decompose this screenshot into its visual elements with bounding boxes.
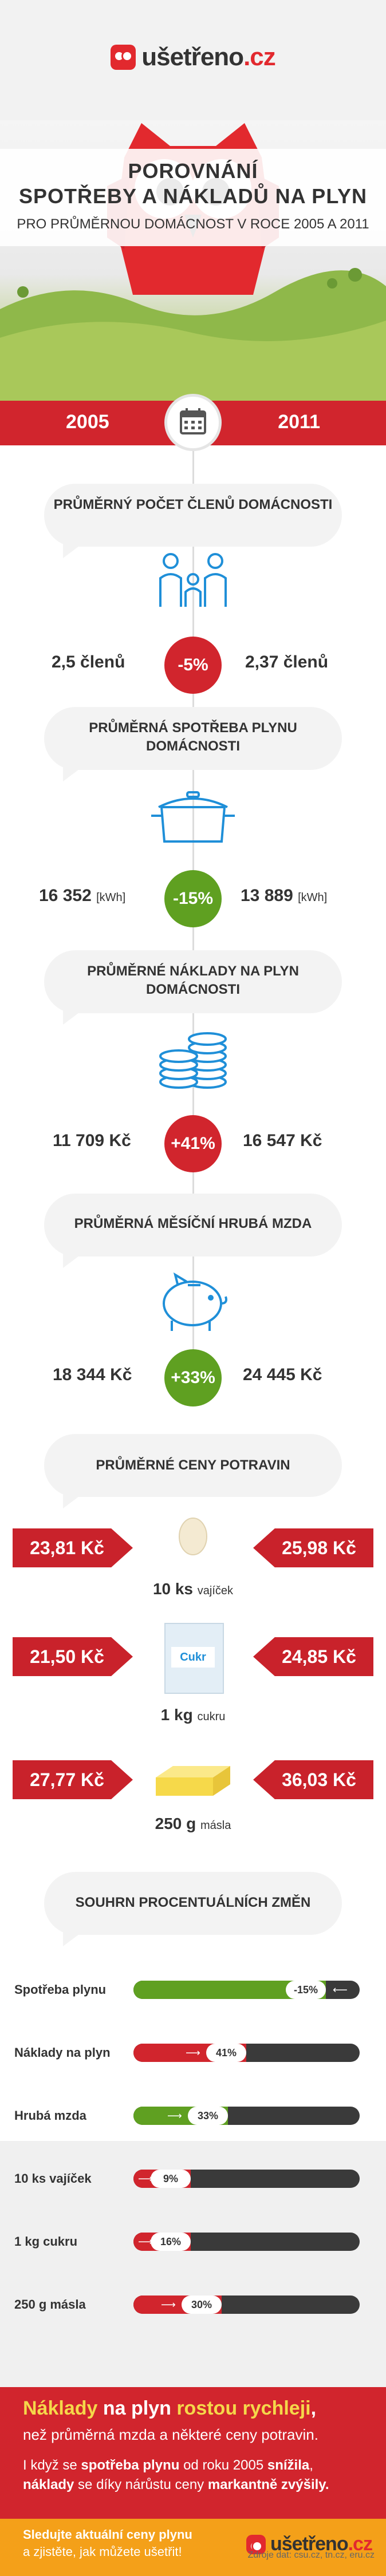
- arrow-right-icon: ⟶: [167, 2110, 182, 2121]
- summary-bar: 16% ⟶: [133, 2233, 360, 2251]
- section-bubble-summary: [44, 1872, 342, 1935]
- hero-title-line1: POROVNÁNÍ: [128, 159, 258, 183]
- section-bubble-food: [44, 1434, 342, 1497]
- section-title-summary: SOUHRN PROCENTUÁLNÍCH ZMĚN: [75, 1895, 311, 1910]
- year-left: 2005: [66, 411, 109, 433]
- conclusion-text: I když se spotřeba plynu od roku 2005 sn…: [23, 2458, 329, 2492]
- section-title-household-members: PRŮMĚRNÝ POČET ČLENŮ DOMÁCNOSTI: [53, 497, 333, 512]
- year-right: 2011: [278, 411, 320, 433]
- bubble-tail: [63, 1251, 86, 1268]
- section-title-wage: PRŮMĚRNÁ MĚSÍČNÍ HRUBÁ MZDA: [74, 1216, 312, 1231]
- logo-text: ušetřeno.cz: [141, 43, 276, 71]
- value-2005-members: 2,5 členů: [52, 653, 125, 671]
- caption-butter: 250 g másla: [155, 1815, 231, 1832]
- price-tag-2011-butter: 36,03 Kč: [253, 1760, 373, 1799]
- bubble-tail: [63, 1008, 86, 1025]
- change-badge-wage: +33%: [164, 1349, 222, 1406]
- summary-label: 1 kg cukru: [14, 2234, 78, 2249]
- summary-bar: 30% ⟶: [133, 2296, 360, 2314]
- section-title-gas-consumption: PRŮMĚRNÁ SPOTŘEBA PLYNU DOMÁCNOSTI: [89, 720, 297, 754]
- site-logo[interactable]: ušetřeno.cz: [0, 40, 386, 74]
- piggy-bank-icon: [163, 1272, 227, 1331]
- bubble-tail: [63, 1929, 86, 1946]
- caption-sugar: 1 kg cukru: [160, 1706, 226, 1724]
- summary-value: 41%: [206, 2044, 246, 2062]
- section-bubble-wage: [44, 1194, 342, 1257]
- summary-bar: 33% ⟶: [133, 2107, 360, 2125]
- cta-text[interactable]: Sledujte aktuální ceny plynu a zjistěte, …: [23, 2527, 192, 2559]
- owl-logo-icon: [246, 2534, 266, 2554]
- arrow-right-icon: ⟶: [186, 2047, 200, 2059]
- bubble-tail: [63, 1491, 86, 1508]
- section-bubble-gas-costs: [44, 950, 342, 1013]
- data-source-note: Zdroje dat: csu.cz, tn.cz, eru.cz: [247, 2550, 375, 2560]
- price-tag-2011-sugar: 24,85 Kč: [253, 1637, 373, 1676]
- price-tag-2011-eggs: 25,98 Kč: [253, 1528, 373, 1567]
- header: [0, 0, 386, 120]
- caption-eggs: 10 ks vajíček: [152, 1580, 234, 1598]
- summary-value: 30%: [182, 2296, 222, 2314]
- change-badge-consumption: -15%: [164, 870, 222, 927]
- arrow-right-icon: ⟶: [138, 2173, 153, 2184]
- arrow-right-icon: ⟶: [161, 2299, 176, 2310]
- summary-label: 10 ks vajíček: [14, 2171, 92, 2186]
- value-2005-consumption: 16 352 [kWh]: [39, 886, 126, 905]
- value-2005-costs: 11 709 Kč: [53, 1131, 131, 1150]
- summary-value: 9%: [151, 2170, 191, 2188]
- coins-icon: [159, 1032, 227, 1089]
- family-icon: [159, 553, 227, 607]
- hills-illustration: [0, 268, 386, 401]
- sugar-label: Cukr: [171, 1647, 215, 1668]
- summary-label: Náklady na plyn: [14, 2045, 111, 2060]
- summary-bar: -15% ⟵: [133, 1981, 360, 1999]
- calendar-icon: [164, 394, 222, 451]
- section-bubble-gas-consumption: [44, 707, 342, 770]
- hero-title-line2: SPOTŘEBY A NÁKLADŮ NA PLYN: [18, 184, 368, 208]
- hero-subtitle: PRO PRŮMĚRNOU DOMÁCNOST V ROCE 2005 A 20…: [17, 216, 369, 232]
- change-badge-costs: +41%: [164, 1115, 222, 1172]
- section-bubble-household-members: [44, 484, 342, 547]
- summary-value: 16%: [151, 2233, 191, 2251]
- pot-icon: [151, 791, 235, 843]
- conclusion-panel: [0, 2387, 386, 2519]
- price-tag-2005-sugar: 21,50 Kč: [13, 1637, 133, 1676]
- change-badge-members: -5%: [164, 637, 222, 694]
- price-tag-2005-eggs: 23,81 Kč: [13, 1528, 133, 1567]
- summary-bar: 9% ⟶: [133, 2170, 360, 2188]
- value-2011-members: 2,37 členů: [245, 653, 329, 671]
- arrow-right-icon: ⟶: [138, 2236, 153, 2247]
- value-2011-wage: 24 445 Kč: [243, 1365, 322, 1384]
- value-2011-costs: 16 547 Kč: [243, 1131, 322, 1150]
- footer-logo-text: ušetřeno.cz: [270, 2533, 373, 2555]
- butter-icon: [156, 1766, 230, 1796]
- hero-title-panel: [0, 149, 386, 246]
- summary-value: -15%: [286, 1981, 326, 1999]
- bubble-tail: [63, 764, 86, 781]
- bubble-tail: [63, 541, 86, 558]
- summary-label: 250 g másla: [14, 2297, 86, 2312]
- section-title-food: PRŮMĚRNÉ CENY POTRAVIN: [96, 1457, 290, 1473]
- summary-label: Hrubá mzda: [14, 2108, 86, 2123]
- owl-logo-icon: [111, 45, 136, 70]
- summary-value: 33%: [188, 2107, 228, 2125]
- price-tag-2005-butter: 27,77 Kč: [13, 1760, 133, 1799]
- footer-logo[interactable]: ušetřeno.cz: [246, 2533, 373, 2555]
- arrow-left-icon: ⟵: [333, 1984, 348, 1996]
- egg-icon: [179, 1518, 207, 1555]
- section-title-gas-costs: PRŮMĚRNÉ NÁKLADY NA PLYN DOMÁCNOSTI: [87, 963, 299, 997]
- conclusion-headline: Náklady na plyn rostou rychleji, než prům…: [23, 2397, 318, 2443]
- summary-bar: 41% ⟶: [133, 2044, 360, 2062]
- value-2005-wage: 18 344 Kč: [53, 1365, 132, 1384]
- sugar-icon: Cukr: [164, 1623, 224, 1694]
- summary-label: Spotřeba plynu: [14, 1982, 107, 1997]
- value-2011-consumption: 13 889 [kWh]: [241, 886, 328, 905]
